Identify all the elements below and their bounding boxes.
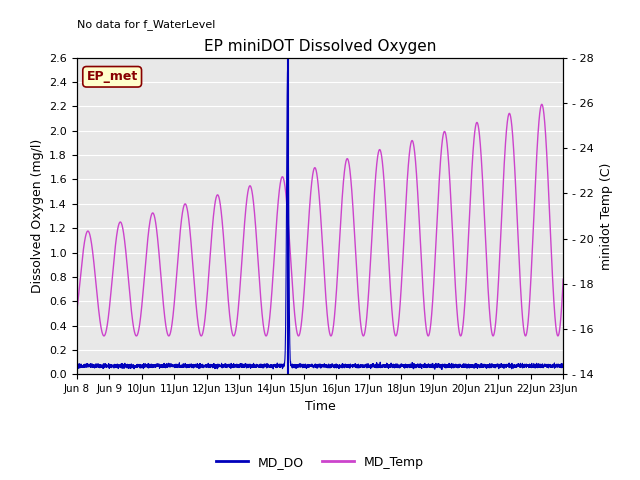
MD_Temp	[436, 168, 444, 174]
MD_DO	[559, 362, 567, 368]
MD_DO	[473, 364, 481, 370]
MD_DO	[365, 363, 372, 369]
Line: MD_DO: MD_DO	[77, 70, 563, 370]
MD_Temp	[538, 101, 546, 107]
MD_DO	[284, 67, 291, 73]
MD_Temp	[161, 318, 169, 324]
Y-axis label: minidot Temp (C): minidot Temp (C)	[600, 162, 612, 270]
Y-axis label: Dissolved Oxygen (mg/l): Dissolved Oxygen (mg/l)	[31, 139, 44, 293]
MD_Temp	[365, 290, 372, 296]
X-axis label: Time: Time	[305, 400, 335, 413]
MD_DO	[259, 362, 266, 368]
MD_DO	[389, 363, 397, 369]
MD_Temp	[389, 322, 397, 327]
MD_Temp	[473, 120, 481, 125]
Line: MD_Temp: MD_Temp	[77, 104, 563, 336]
MD_DO	[438, 367, 445, 372]
MD_Temp	[327, 333, 335, 339]
Text: EP_met: EP_met	[86, 70, 138, 83]
MD_DO	[161, 362, 169, 368]
MD_DO	[436, 363, 444, 369]
MD_Temp	[559, 276, 567, 282]
MD_Temp	[73, 309, 81, 314]
MD_DO	[73, 361, 81, 367]
MD_Temp	[259, 316, 266, 322]
Legend: MD_DO, MD_Temp: MD_DO, MD_Temp	[211, 451, 429, 474]
Text: No data for f_WaterLevel: No data for f_WaterLevel	[77, 20, 215, 31]
Title: EP miniDOT Dissolved Oxygen: EP miniDOT Dissolved Oxygen	[204, 39, 436, 54]
